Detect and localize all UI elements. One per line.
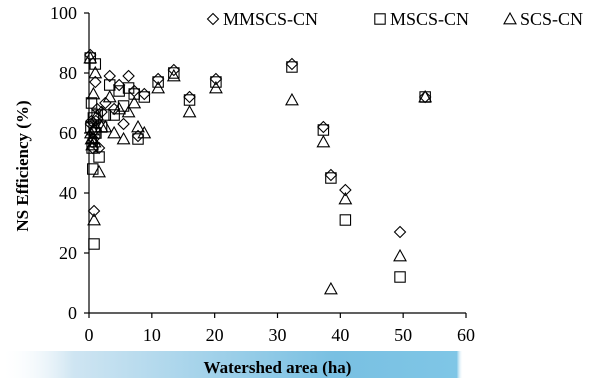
mscs-cn-point [394,271,406,283]
mmscs-cn-point [317,120,330,134]
mmscs-cn-point [339,183,352,197]
mmscs-cn-point [122,69,135,83]
mmscs-cn-point [87,204,101,218]
mscs-cn-point [168,67,180,79]
legend-mmscs-cn-marker [206,12,220,26]
mmscs-cn-point [89,114,103,128]
scs-cn-point [92,164,106,178]
scs-cn-point [285,92,299,106]
mscs-cn-point [317,124,330,136]
mscs-cn-point [183,94,196,106]
mscs-cn-point [85,97,98,109]
mmscs-cn-point [393,225,407,239]
mmscs-cn-point [112,78,126,92]
legend-scs-cn-label: SCS-CN [520,9,583,29]
mscs-cn-point [339,214,352,226]
mscs-cn-point [132,133,144,145]
mmscs-cn-point [103,69,117,83]
mmscs-cn-point [127,84,141,98]
mscs-cn-point [91,109,103,121]
mmscs-cn-point [131,129,145,143]
scs-cn-point [107,125,122,139]
mmscs-cn-point [107,102,121,116]
scs-cn-point [87,212,101,226]
mscs-cn-point [108,109,120,121]
mscs-cn-point [210,76,222,88]
mmscs-cn-point [285,57,299,71]
scs-cn-point [393,248,407,262]
mscs-cn-point [103,79,116,91]
mmscs-cn-point [87,132,100,146]
mmscs-cn-point [92,141,106,155]
plot-area: 0 20 40 60 80 100 0 10 20 30 40 50 60 NS Efficiency (… [13,3,475,377]
mmscs-cn-point [117,117,130,131]
scs-cn-point [338,191,353,205]
mmscs-cn-point [88,123,101,137]
scs-cn-point [127,95,142,109]
mscs-cn-point [117,100,130,112]
mscs-cn-point [95,121,108,133]
legend-mscs-cn-marker [374,13,386,25]
scs-cn-point [166,68,181,82]
scs-cn-point [137,125,152,139]
y-tick-label: 80 [59,63,77,83]
mmscs-cn-point [138,87,151,101]
x-tick-label: 0 [85,325,94,345]
y-tick-label: 60 [59,123,77,143]
scs-cn-point [323,281,338,295]
mmscs-cn-point [167,63,181,77]
mscs-cn-point [325,172,337,184]
legend-scs-cn-marker [503,11,517,25]
mmscs-cn-point [151,72,165,86]
y-axis-title: NS Efficiency (%) [13,100,32,231]
mscs-cn-point [89,58,102,70]
mmscs-cn-point [418,90,432,104]
mmscs-cn-point [183,90,196,104]
legend-mmscs-cn-label: MMSCS-CN [223,9,318,29]
mscs-cn-point [286,61,298,73]
mscs-cn-point [138,91,151,103]
mscs-cn-point [87,163,99,175]
x-tick-label: 30 [269,325,287,345]
x-tick-label: 50 [394,325,412,345]
x-tick-label: 20 [206,325,224,345]
y-tick-label: 40 [59,183,77,203]
scs-cn-point [316,134,331,148]
mmscs-cn-point [85,114,98,128]
scs-cn-point [116,131,131,145]
mmscs-cn-point [89,75,102,89]
x-axis-title: Watershed area (ha) [204,358,352,377]
mscs-cn-point [88,238,100,250]
mscs-cn-point [152,76,164,88]
y-tick-label: 100 [50,3,77,23]
x-tick-label: 10 [143,325,161,345]
legend-mscs-cn-label: MSCS-CN [390,9,469,29]
mmscs-cn-point [83,48,97,62]
blue-band [0,351,609,378]
mmscs-cn-point [86,141,100,155]
scs-cn-point [88,65,103,79]
y-tick-label: 20 [59,243,77,263]
scs-cn-point [182,104,197,118]
mmscs-cn-point [95,105,108,119]
mmscs-cn-point [99,96,112,110]
mmscs-cn-point [324,168,338,182]
y-tick-label: 0 [68,303,77,323]
mmscs-cn-point [209,72,223,86]
scs-cn-point [131,119,145,133]
x-tick-label: 40 [331,325,349,345]
mscs-cn-point [93,151,105,163]
scs-cn-point [86,86,101,100]
mscs-cn-point [113,85,125,97]
x-tick-label: 60 [457,325,475,345]
legend: MMSCS-CN MSCS-CN SCS-CN [206,9,583,29]
